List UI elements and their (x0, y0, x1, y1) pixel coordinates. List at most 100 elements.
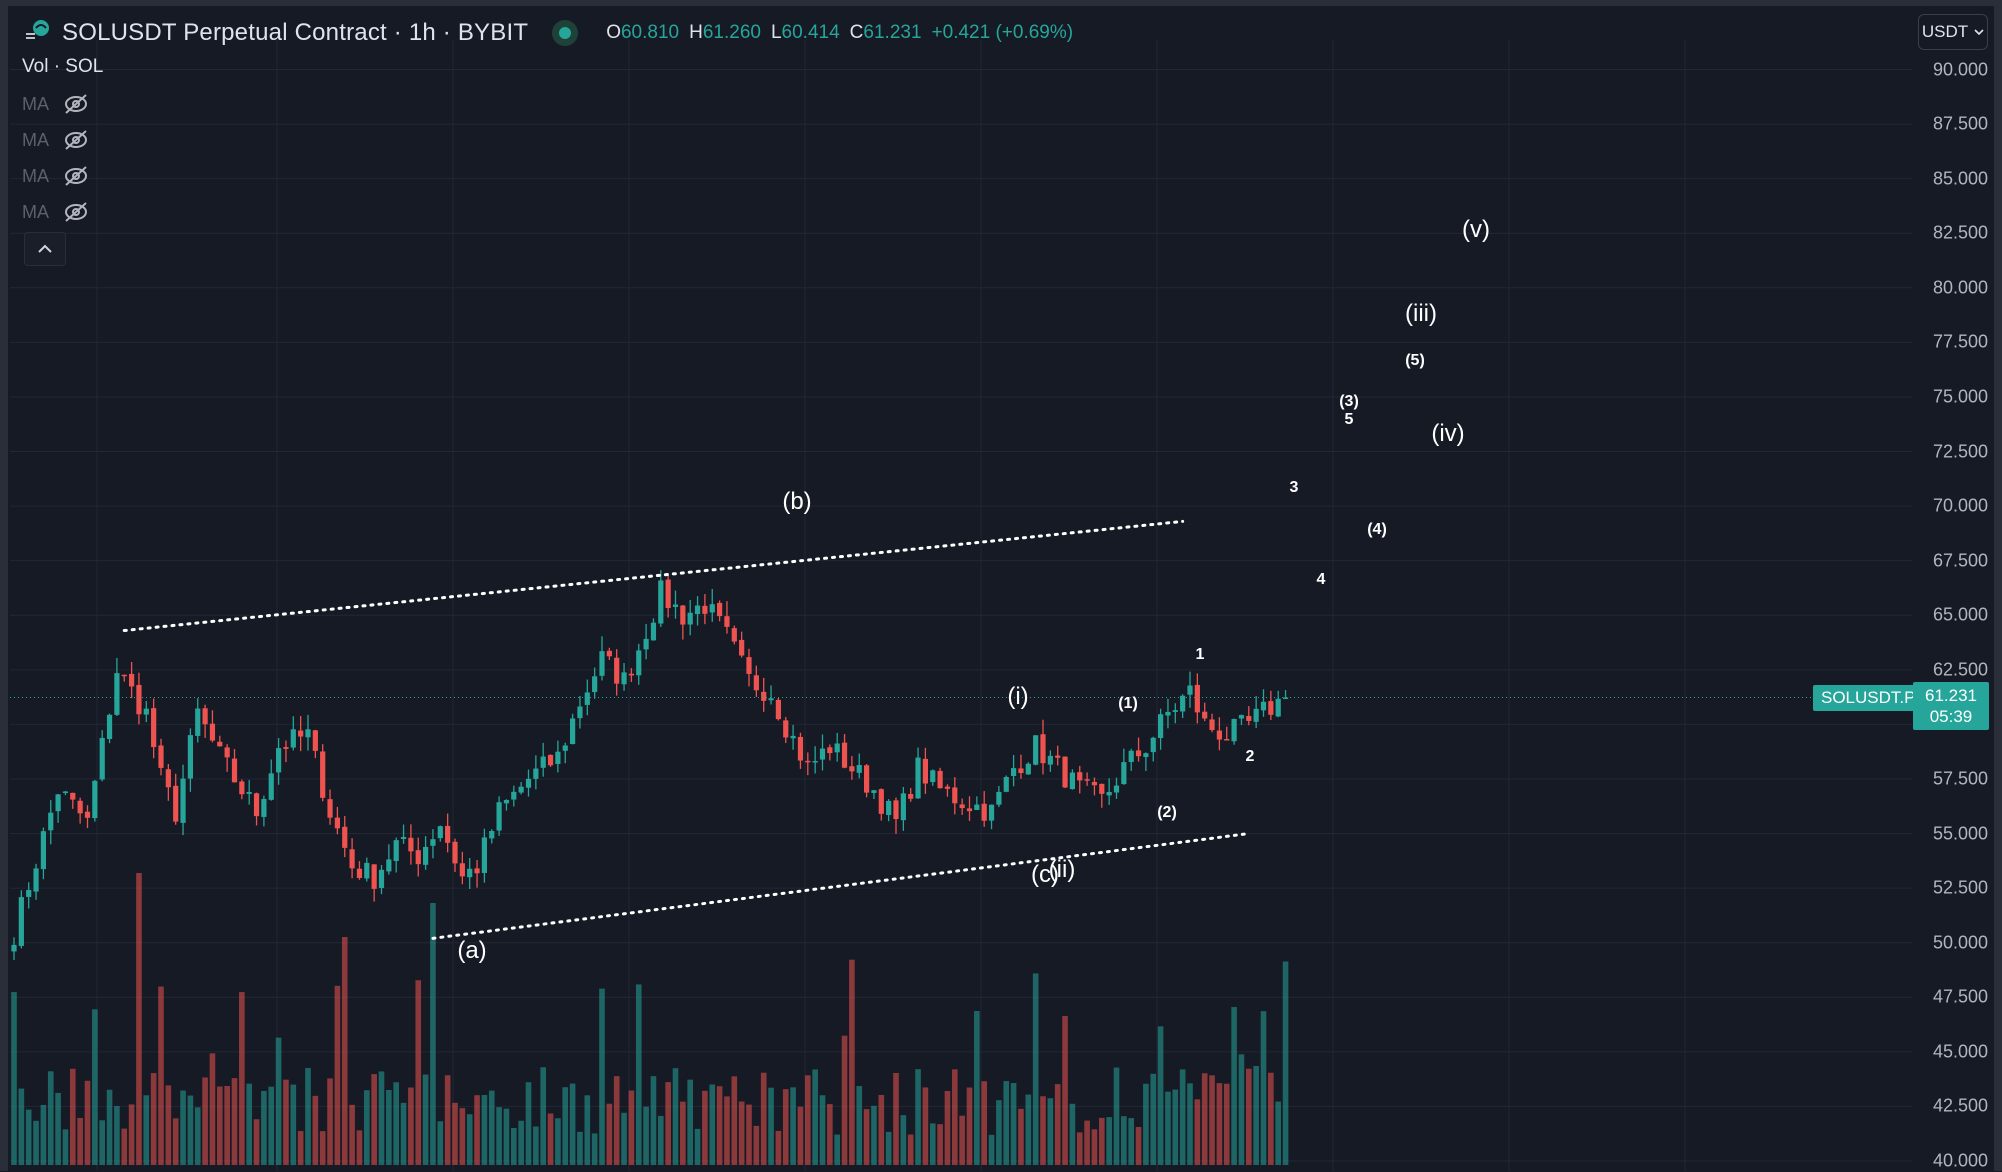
symbol-title[interactable]: SOLUSDT Perpetual Contract · 1h · BYBIT (62, 19, 529, 46)
volume-bar (459, 1108, 466, 1165)
collapse-legend-button[interactable] (24, 232, 66, 266)
hidden-eye-icon[interactable] (63, 129, 89, 151)
volume-legend[interactable]: Vol · SOL (22, 56, 104, 77)
price-tick-label: 90.000 (1932, 59, 1988, 79)
candle-body (819, 748, 826, 760)
wave-label-1-paren[interactable]: (1) (1118, 695, 1138, 712)
volume-bar (1128, 1118, 1134, 1165)
ma-indicator-row[interactable]: MA (22, 162, 89, 190)
candle-body (650, 622, 657, 641)
volume-bar (885, 1131, 892, 1165)
candle-body (878, 789, 884, 814)
candle-body (1282, 697, 1289, 700)
wave-label-5-paren[interactable]: (5) (1405, 352, 1425, 369)
symbol-logo-icon[interactable] (22, 18, 52, 48)
hidden-eye-icon[interactable] (63, 201, 89, 223)
wave-label-c[interactable]: (c) (1031, 861, 1059, 888)
candle-body (356, 868, 363, 878)
volume-bar (621, 1112, 627, 1165)
volume-bar (1025, 1094, 1032, 1165)
wave-label-v[interactable]: (v) (1462, 216, 1490, 243)
volume-bar (253, 1119, 260, 1165)
candle-body (481, 837, 487, 873)
price-tick-label: 75.000 (1932, 386, 1988, 407)
wave-label-4-paren[interactable]: (4) (1367, 521, 1387, 538)
volume-bar (114, 1106, 120, 1165)
candle-body (349, 849, 355, 869)
candle-body (599, 651, 605, 676)
candle-body (1202, 711, 1208, 719)
wave-label-i[interactable]: (i) (1007, 683, 1029, 710)
ma-indicator-row[interactable]: MA (22, 198, 89, 226)
volume-bar (84, 1080, 91, 1165)
candle-body (952, 787, 958, 804)
candle-body (1216, 730, 1222, 740)
volume-bar (547, 1113, 554, 1165)
volume-bar (760, 1072, 767, 1165)
candle-body (180, 778, 186, 823)
hidden-eye-icon[interactable] (63, 165, 89, 187)
volume-bar (40, 1104, 47, 1165)
wave-label-a[interactable]: (a) (457, 937, 487, 964)
volume-bar (797, 1106, 804, 1165)
wave-label-ii[interactable]: (ii) (1048, 856, 1076, 883)
wave-label-2[interactable]: 2 (1245, 748, 1255, 765)
volume-bar (452, 1102, 458, 1165)
volume-bar (1157, 1026, 1164, 1165)
wave-label-1[interactable]: 1 (1195, 646, 1205, 663)
wave-label-4[interactable]: 4 (1316, 571, 1326, 588)
volume-bar (62, 1129, 69, 1165)
price-axis[interactable]: 90.000 87.500 85.000 82.500 80.000 77.500 75.0… (1912, 0, 2002, 1171)
volume-bar (202, 1077, 208, 1165)
volume-bar (187, 1095, 194, 1165)
ma-indicator-row[interactable]: MA (22, 90, 89, 118)
candle-body (1128, 750, 1134, 762)
candle-body (202, 708, 208, 725)
volume-bar (863, 1109, 870, 1165)
wave-label-iv[interactable]: (iv) (1431, 420, 1465, 447)
price-tick-label: 62.500 (1932, 659, 1988, 680)
volume-bar (349, 1104, 355, 1165)
market-status-icon[interactable] (552, 20, 579, 46)
candle-body (797, 736, 804, 761)
ma-label: MA (22, 93, 49, 114)
volume-bar (841, 1035, 848, 1165)
volume-bar (231, 1078, 238, 1165)
currency-selector[interactable]: USDT (1918, 14, 1988, 50)
candle-body (393, 840, 399, 861)
wave-label-3-paren[interactable]: (3) (1339, 393, 1359, 410)
volume-bar (290, 1084, 297, 1165)
volume-bar (33, 1120, 39, 1165)
volume-bar (996, 1100, 1002, 1165)
candle-body (62, 791, 69, 794)
candle-body (1180, 695, 1186, 712)
candle-body (239, 781, 245, 795)
price-tick-label: 85.000 (1932, 168, 1988, 189)
candle-body (1238, 715, 1245, 719)
candle-body (11, 944, 17, 952)
volume-bar (584, 1095, 591, 1165)
candle-body (812, 761, 818, 763)
candle-body (1121, 762, 1127, 785)
candle-body (320, 751, 326, 798)
wave-label-2-paren[interactable]: (2) (1157, 804, 1177, 821)
wave-label-iii[interactable]: (iii) (1405, 300, 1437, 327)
wave-label-5[interactable]: 5 (1344, 411, 1354, 428)
candle-body (1003, 777, 1009, 792)
candle-body (746, 657, 752, 674)
volume-bar (812, 1069, 818, 1165)
ma-indicator-row[interactable]: MA (22, 126, 89, 154)
volume-bar (1268, 1072, 1274, 1165)
volume-bar (937, 1124, 943, 1165)
hidden-eye-icon[interactable] (63, 93, 89, 115)
candle-body (70, 792, 76, 800)
wave-label-b[interactable]: (b) (782, 488, 812, 515)
candle-body (290, 729, 296, 748)
price-tick-label: 67.500 (1932, 550, 1988, 571)
volume-bar (47, 1071, 54, 1165)
volume-bar (944, 1090, 951, 1165)
candle-body (849, 766, 855, 772)
wave-label-3[interactable]: 3 (1289, 479, 1299, 496)
ohlc-key: L (770, 22, 782, 43)
